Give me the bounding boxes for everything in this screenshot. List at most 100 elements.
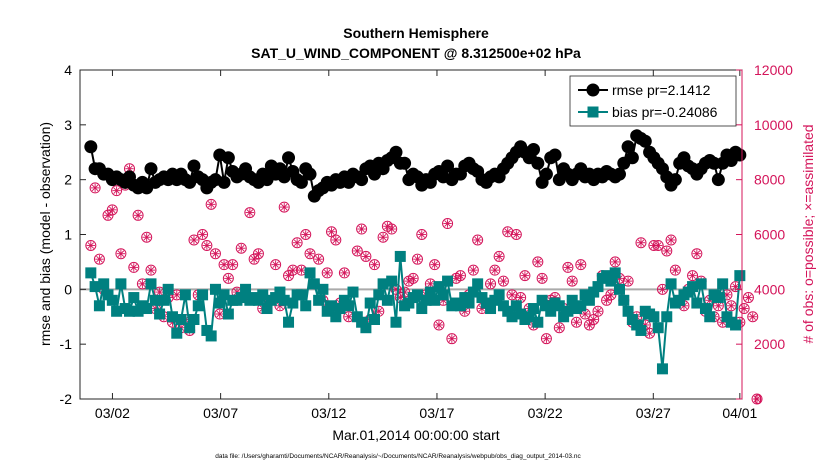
rmse-marker (548, 148, 562, 162)
obs-possible-marker (446, 333, 458, 345)
bias-marker (691, 297, 703, 309)
bias-marker (394, 250, 406, 262)
bias-marker (257, 289, 269, 301)
obs-assimilated-marker (202, 241, 212, 250)
obs-assimilated-marker (292, 238, 302, 247)
obs-assimilated-stroke (293, 239, 301, 246)
y-left-tick-label: 4 (64, 62, 72, 78)
obs-possible-marker (442, 218, 454, 230)
bias-marker (730, 319, 742, 331)
obs-assimilated-marker (404, 276, 414, 286)
obs-possible-marker (252, 248, 264, 260)
bias-marker (300, 300, 312, 312)
obs-possible-marker (338, 267, 350, 279)
obs-assimilated-marker (378, 233, 388, 242)
rmse-marker (441, 159, 455, 173)
bias-marker (326, 300, 338, 312)
bias-marker (287, 297, 299, 309)
obs-assimilated-stroke (448, 335, 456, 342)
bias-marker (562, 305, 574, 317)
obs-possible-marker (313, 253, 325, 265)
obs-assimilated-marker (357, 224, 366, 234)
obs-assimilated-stroke (87, 242, 95, 249)
obs-assimilated-stroke (354, 247, 361, 255)
bias-marker (381, 294, 393, 306)
obs-assimilated-stroke (302, 231, 309, 238)
obs-assimilated-marker (370, 260, 379, 269)
obs-possible-marker (141, 231, 153, 243)
bias-marker (179, 289, 191, 301)
obs-possible-marker (291, 237, 303, 249)
bias-marker (343, 300, 355, 312)
obs-assimilated-stroke (749, 313, 756, 321)
obs-possible-marker (485, 278, 497, 290)
bias-marker (553, 300, 565, 312)
obs-possible-marker (738, 303, 750, 315)
rmse-marker (144, 162, 158, 176)
obs-possible-marker (751, 393, 763, 405)
bias-marker (197, 289, 209, 301)
bias-marker (648, 311, 660, 323)
obs-assimilated-marker (731, 282, 740, 291)
obs-assimilated-marker (469, 265, 478, 275)
obs-assimilated-marker (116, 249, 126, 258)
obs-assimilated-stroke (538, 275, 546, 282)
obs-possible-marker (562, 261, 574, 273)
obs-possible-marker (429, 259, 441, 271)
obs-assimilated-stroke (590, 316, 597, 323)
rmse-marker (303, 167, 317, 181)
obs-assimilated-marker (671, 265, 680, 275)
bias-marker (605, 275, 617, 287)
bias-marker (613, 283, 625, 295)
obs-assimilated-marker (602, 296, 611, 305)
obs-assimilated-marker (503, 227, 512, 236)
bias-marker (235, 292, 247, 304)
obs-possible-marker (244, 207, 256, 219)
obs-assimilated-marker (237, 244, 246, 253)
obs-assimilated-stroke (207, 201, 215, 208)
obs-possible-marker (270, 259, 282, 271)
obs-assimilated-marker (739, 304, 749, 313)
x-tick-label: 03/17 (419, 405, 454, 421)
obs-assimilated-stroke (323, 269, 331, 277)
y-left-tick-label: 0 (64, 281, 72, 297)
obs-possible-marker (454, 270, 466, 282)
obs-assimilated-marker (520, 271, 530, 280)
bias-marker (532, 316, 544, 328)
obs-assimilated-stroke (495, 253, 503, 260)
obs-assimilated-marker (451, 274, 461, 283)
obs-assimilated-marker (305, 249, 315, 258)
legend-box (569, 75, 737, 127)
bias-marker (188, 313, 200, 325)
obs-assimilated-marker (142, 233, 151, 242)
obs-possible-marker (145, 264, 157, 276)
rmse-marker (84, 140, 98, 154)
obs-assimilated-stroke (143, 233, 150, 241)
y-right-tick-label: 0 (754, 391, 762, 407)
obs-assimilated-marker (387, 224, 396, 234)
obs-assimilated-marker (727, 301, 736, 310)
obs-assimilated-stroke (470, 266, 477, 274)
obs-assimilated-stroke (611, 258, 619, 266)
bias-marker (528, 303, 540, 315)
obs-assimilated-marker (542, 334, 551, 343)
bias-marker (209, 283, 221, 295)
y-axis-right-label: # of obs: o=possible; ×=assimilated (800, 124, 816, 343)
obs-possible-marker (467, 264, 479, 276)
bias-marker (313, 294, 325, 306)
obs-assimilated-stroke (581, 310, 589, 318)
obs-possible-marker (85, 239, 97, 251)
obs-assimilated-stroke (113, 187, 120, 194)
obs-possible-marker (300, 229, 312, 240)
obs-assimilated-marker (254, 249, 263, 258)
obs-assimilated-stroke (745, 294, 752, 301)
obs-possible-marker (330, 234, 342, 246)
obs-assimilated-stroke (564, 264, 572, 271)
obs-assimilated-stroke (237, 244, 245, 252)
obs-assimilated-stroke (431, 261, 438, 268)
rmse-marker (638, 134, 652, 148)
obs-assimilated-stroke (272, 261, 279, 268)
x-tick-label: 04/01 (722, 405, 757, 421)
obs-assimilated-stroke (173, 291, 181, 299)
bias-marker (175, 313, 187, 325)
